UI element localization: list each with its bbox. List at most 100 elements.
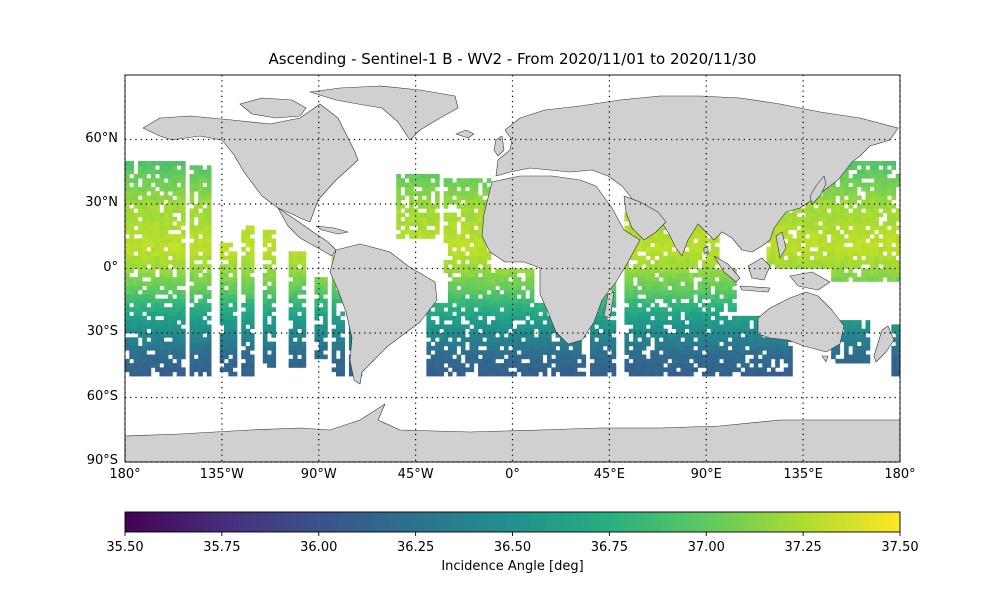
data-cell	[460, 311, 466, 317]
data-cell	[331, 307, 337, 312]
data-cell	[228, 255, 234, 261]
data-cell	[473, 333, 479, 338]
data-cell	[723, 333, 729, 338]
data-cell	[163, 208, 169, 213]
data-cell	[460, 195, 466, 201]
data-cell	[400, 221, 406, 226]
data-cell	[430, 212, 436, 218]
data-cell	[633, 234, 638, 239]
data-cell	[159, 324, 165, 330]
data-cell	[770, 367, 776, 373]
data-cell	[706, 264, 711, 269]
data-cell	[137, 259, 143, 265]
data-cell	[542, 307, 548, 312]
data-cell	[125, 315, 130, 321]
data-cell	[267, 272, 272, 278]
data-cell	[478, 281, 483, 287]
data-cell	[447, 259, 453, 265]
data-cell	[271, 320, 277, 325]
data-cell	[473, 298, 479, 304]
data-cell	[714, 259, 720, 265]
data-cell	[219, 345, 225, 351]
data-cell	[478, 341, 483, 347]
data-cell	[869, 195, 875, 201]
data-cell	[288, 281, 294, 287]
data-cell	[249, 311, 255, 317]
data-cell	[465, 281, 470, 287]
data-cell	[861, 221, 866, 226]
data-cell	[478, 212, 483, 218]
data-cell	[469, 216, 475, 222]
data-cell	[426, 320, 432, 325]
data-cell	[641, 302, 647, 308]
data-cell	[133, 264, 139, 269]
data-cell	[792, 238, 798, 244]
data-cell	[706, 333, 711, 338]
data-cell	[146, 165, 152, 170]
data-cell	[732, 328, 737, 334]
data-cell	[168, 247, 173, 252]
data-cell	[301, 350, 307, 355]
data-cell	[125, 173, 130, 179]
data-cell	[689, 251, 694, 256]
data-cell	[693, 307, 699, 312]
data-cell	[155, 367, 160, 373]
data-cell	[142, 259, 147, 265]
data-cell	[844, 341, 849, 347]
data-cell	[792, 221, 798, 226]
data-cell	[473, 294, 479, 299]
data-cell	[538, 358, 544, 364]
data-cell	[856, 354, 862, 360]
data-cell	[163, 363, 169, 368]
data-cell	[228, 333, 234, 338]
data-cell	[637, 358, 643, 364]
data-cell	[193, 242, 199, 248]
data-cell	[245, 255, 251, 261]
data-cell	[680, 371, 686, 377]
data-cell	[542, 371, 548, 377]
data-cell	[654, 247, 660, 252]
data-cell	[693, 251, 699, 256]
data-cell	[689, 277, 694, 282]
data-cell	[478, 229, 483, 235]
data-cell	[469, 311, 475, 317]
data-cell	[125, 337, 130, 342]
data-cell	[331, 345, 337, 351]
data-cell	[232, 259, 238, 265]
data-cell	[189, 350, 195, 355]
data-cell	[856, 345, 862, 351]
data-cell	[826, 264, 832, 269]
data-cell	[844, 182, 849, 188]
data-cell	[465, 225, 470, 231]
data-cell	[478, 195, 483, 201]
data-cell	[637, 268, 643, 274]
data-cell	[495, 363, 500, 368]
data-cell	[417, 212, 423, 218]
data-cell	[469, 199, 475, 205]
data-cell	[400, 234, 406, 239]
data-cell	[753, 328, 759, 334]
data-cell	[512, 350, 518, 355]
data-cell	[525, 341, 531, 347]
data-cell	[172, 199, 178, 205]
data-cell	[323, 320, 328, 325]
data-cell	[249, 268, 255, 274]
data-cell	[469, 238, 475, 244]
data-cell	[701, 333, 707, 338]
data-cell	[435, 333, 440, 338]
data-cell	[736, 328, 742, 334]
data-cell	[490, 333, 496, 338]
data-cell	[551, 345, 556, 351]
data-cell	[865, 182, 871, 188]
data-cell	[314, 315, 320, 321]
data-cell	[482, 290, 488, 295]
data-cell	[628, 281, 634, 287]
data-cell	[189, 354, 195, 360]
data-cell	[245, 268, 251, 274]
data-cell	[831, 234, 836, 239]
data-cell	[564, 358, 569, 364]
data-cell	[525, 328, 531, 334]
data-cell	[224, 255, 229, 261]
data-cell	[727, 341, 733, 347]
data-cell	[155, 225, 160, 231]
